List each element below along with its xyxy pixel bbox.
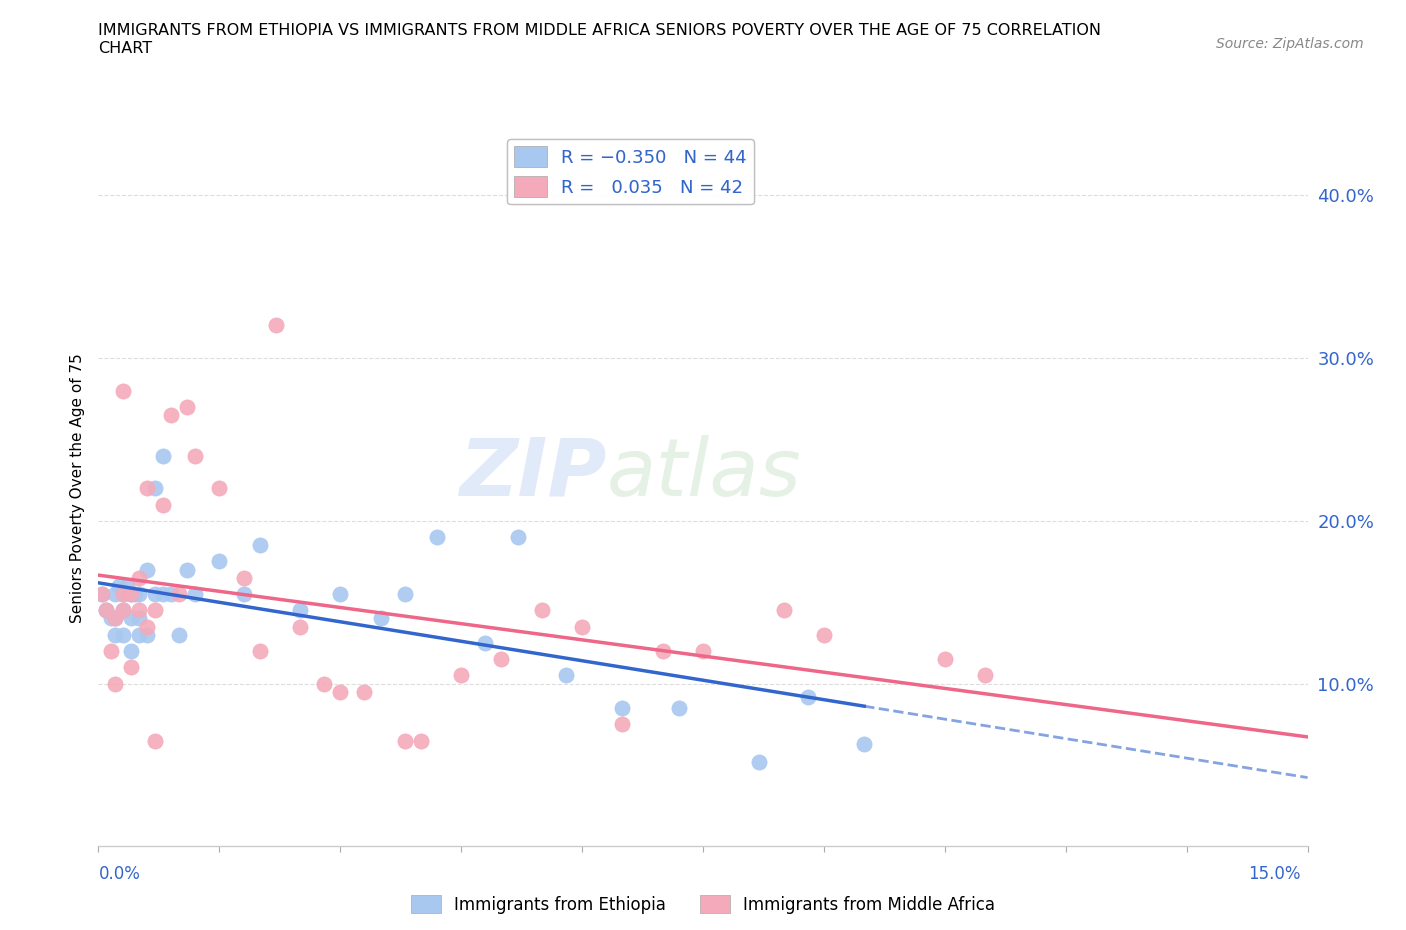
Point (115, 578, 138, 593)
Point (143, 733, 166, 748)
Point (128, 587, 150, 602)
Point (232, 570, 254, 585)
Point (120, 587, 142, 602)
Point (692, 644, 714, 658)
Point (128, 570, 150, 585)
Point (152, 587, 174, 602)
Text: atlas: atlas (606, 435, 801, 513)
Point (160, 407, 183, 422)
Point (143, 603, 166, 618)
Point (288, 603, 311, 618)
Point (100, 644, 122, 658)
Y-axis label: Seniors Poverty Over the Age of 75: Seniors Poverty Over the Age of 75 (69, 353, 84, 623)
Point (530, 603, 553, 618)
Text: ZIP: ZIP (458, 435, 606, 513)
Point (128, 628, 150, 643)
Point (91, 587, 114, 602)
Point (120, 611, 142, 626)
Point (100, 611, 122, 626)
Point (111, 603, 134, 618)
Point (107, 578, 129, 593)
Point (120, 660, 142, 675)
Point (111, 603, 134, 618)
Point (120, 644, 142, 658)
Point (450, 668, 472, 683)
Text: 15.0%: 15.0% (1249, 865, 1301, 883)
Point (974, 668, 997, 683)
Point (249, 644, 271, 658)
Point (612, 700, 634, 715)
Point (813, 628, 835, 643)
Text: Source: ZipAtlas.com: Source: ZipAtlas.com (1216, 37, 1364, 51)
Legend: R = −0.350   N = 44, R =   0.035   N = 42: R = −0.350 N = 44, R = 0.035 N = 42 (508, 140, 754, 205)
Point (853, 737, 876, 751)
Point (111, 383, 134, 398)
Point (176, 562, 198, 577)
Point (103, 628, 125, 643)
Point (120, 587, 142, 602)
Point (152, 448, 174, 463)
Point (353, 684, 375, 699)
Text: IMMIGRANTS FROM ETHIOPIA VS IMMIGRANTS FROM MIDDLE AFRICA SENIORS POVERTY OVER T: IMMIGRANTS FROM ETHIOPIA VS IMMIGRANTS F… (98, 23, 1101, 56)
Point (167, 628, 190, 643)
Point (184, 587, 207, 602)
Point (329, 684, 352, 699)
Point (555, 668, 578, 683)
Point (103, 587, 125, 602)
Point (934, 652, 956, 667)
Point (491, 652, 513, 667)
Point (111, 587, 134, 602)
Point (288, 619, 311, 634)
Point (571, 619, 593, 634)
Point (474, 635, 496, 650)
Point (111, 587, 134, 602)
Point (772, 603, 794, 618)
Point (394, 587, 416, 602)
Point (160, 587, 183, 602)
Point (612, 717, 634, 732)
Text: 0.0%: 0.0% (98, 865, 141, 883)
Point (184, 448, 207, 463)
Point (394, 733, 416, 748)
Point (668, 700, 690, 715)
Point (232, 587, 254, 602)
Point (135, 481, 157, 496)
Point (314, 676, 336, 691)
Point (103, 611, 125, 626)
Point (208, 554, 231, 569)
Point (152, 498, 174, 512)
Point (128, 611, 150, 626)
Point (96, 603, 118, 618)
Point (135, 619, 157, 634)
Point (103, 611, 125, 626)
Point (135, 562, 157, 577)
Point (329, 587, 352, 602)
Point (111, 628, 134, 643)
Point (143, 587, 166, 602)
Point (143, 481, 166, 496)
Point (264, 318, 287, 333)
Point (208, 481, 231, 496)
Point (135, 628, 157, 643)
Point (103, 676, 125, 691)
Point (96, 603, 118, 618)
Point (748, 754, 770, 769)
Point (167, 587, 190, 602)
Point (651, 644, 673, 658)
Point (249, 538, 271, 552)
Point (91, 587, 114, 602)
Point (409, 733, 432, 748)
Point (128, 603, 150, 618)
Point (370, 611, 392, 626)
Point (426, 530, 449, 545)
Point (797, 689, 820, 704)
Point (124, 587, 146, 602)
Point (176, 400, 198, 415)
Point (506, 530, 529, 545)
